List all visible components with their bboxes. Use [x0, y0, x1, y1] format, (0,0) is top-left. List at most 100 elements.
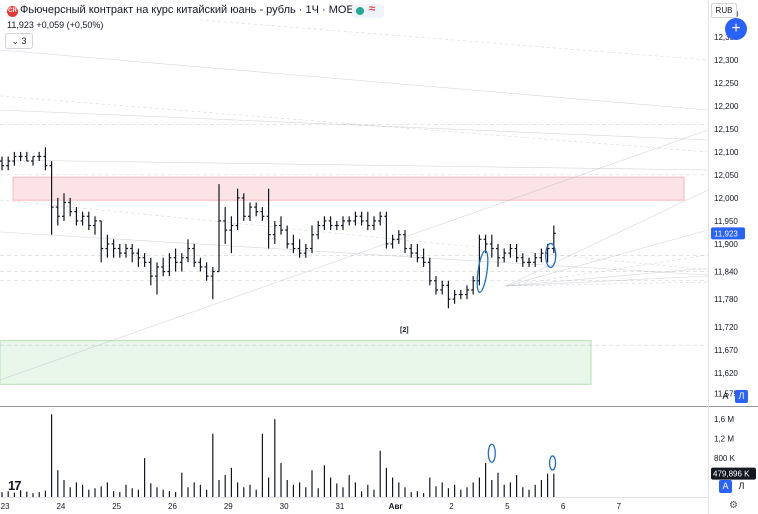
ohlc-bar — [527, 257, 531, 267]
indicator-count: 3 — [21, 36, 27, 46]
price-tick-label: 12,350 — [714, 33, 739, 42]
ohlc-bar — [260, 207, 265, 221]
ohlc-bar — [502, 248, 507, 263]
time-tick-label: 25 — [112, 502, 121, 511]
price-log-scale-button[interactable]: Л — [735, 390, 748, 403]
ohlc-bar — [291, 234, 296, 254]
price-tick-label: 11,950 — [714, 217, 738, 226]
last-volume-marker — [711, 467, 756, 480]
gear-icon[interactable]: ⚙ — [729, 500, 738, 511]
trend-line — [0, 49, 709, 111]
volume-tick-label: 1,2 M — [714, 435, 734, 444]
ohlc-bar — [136, 248, 141, 267]
trend-line — [505, 281, 709, 287]
price-auto-scale-button[interactable]: A — [722, 391, 729, 401]
ohlc-bar — [285, 225, 290, 249]
price-tick-label: 11,900 — [714, 240, 738, 249]
ohlc-bar — [62, 193, 66, 221]
ohlc-bar — [155, 262, 159, 295]
ohlc-bar — [322, 216, 327, 231]
last-price-marker — [711, 227, 745, 240]
time-tick-label: 31 — [335, 502, 344, 511]
ohlc-bar — [248, 202, 252, 221]
ohlc-bar — [204, 262, 209, 281]
price-tick-label: 12,150 — [714, 125, 739, 134]
ohlc-bar — [508, 243, 513, 258]
trend-line — [505, 267, 709, 287]
ohlc-bar — [179, 253, 184, 272]
ohlc-bar — [55, 197, 60, 226]
ohlc-bar — [0, 156, 4, 171]
ohlc-bar — [279, 216, 283, 235]
price-tick-label: 12,300 — [714, 56, 739, 65]
ohlc-bar — [18, 151, 23, 162]
resistance-zone — [12, 176, 685, 201]
time-tick-label: 2 — [449, 502, 454, 511]
ohlc-bar — [142, 253, 147, 267]
ohlc-bar — [235, 188, 240, 231]
ohlc-bar — [390, 234, 395, 249]
ohlc-bar — [130, 243, 135, 263]
ohlc-bar — [452, 289, 457, 304]
support-zone — [0, 340, 592, 385]
price-tick-label: 11,720 — [714, 323, 738, 332]
ohlc-bar — [124, 243, 128, 258]
ohlc-bar — [161, 257, 166, 277]
ohlc-bar — [254, 202, 259, 217]
ohlc-bar — [186, 239, 190, 263]
price-tick-label: 11,840 — [714, 268, 738, 277]
ohlc-bar — [24, 151, 29, 162]
trend-line — [505, 254, 709, 287]
time-tick-label: Авг — [389, 502, 404, 511]
price-tick-label: 11,575 — [714, 389, 738, 398]
hand-drawn-ellipse — [548, 455, 557, 471]
hand-drawn-ellipse — [487, 443, 496, 463]
volume-tick-label: 800 K — [714, 454, 736, 463]
ohlc-bar — [403, 230, 407, 254]
symbol-badge[interactable]: CR — [7, 6, 18, 17]
volume-tick-label: 1,6 M — [714, 415, 734, 424]
ohlc-bar — [86, 211, 91, 231]
price-tick-label: 11,670 — [714, 346, 738, 355]
volume-auto-scale-button[interactable]: A — [719, 480, 732, 493]
currency-button[interactable]: RUB — [711, 3, 737, 18]
ohlc-bar — [496, 243, 500, 267]
ohlc-bar — [427, 257, 432, 286]
ohlc-bar — [297, 239, 302, 258]
ohlc-bar — [111, 239, 116, 258]
ohlc-bar — [434, 276, 438, 295]
ohlc-bar — [378, 211, 383, 226]
price-tick-label: 11,780 — [714, 295, 738, 304]
ohlc-bar — [334, 220, 339, 231]
ohlc-bar — [148, 257, 153, 286]
hand-drawn-ellipse — [545, 242, 557, 269]
ohlc-bar — [167, 253, 172, 277]
add-plus-button[interactable]: + — [725, 18, 747, 40]
trend-line — [0, 199, 709, 271]
ohlc-bar — [217, 184, 221, 273]
annotation-label: [2] — [400, 327, 409, 334]
ohlc-bar — [533, 253, 538, 267]
ohlc-bar — [93, 216, 97, 235]
ohlc-bar — [539, 248, 544, 263]
tradingview-logo[interactable]: 17 — [8, 478, 22, 493]
status-indicators[interactable]: ≈ — [352, 3, 384, 18]
ohlc-bar — [440, 280, 445, 295]
ohlc-bar — [303, 243, 308, 258]
chart-title[interactable]: Фьючерсный контракт на курс китайский юа… — [20, 4, 362, 16]
time-tick-label: 7 — [617, 502, 622, 511]
ohlc-bar — [347, 216, 352, 226]
volume-log-scale-button[interactable]: Л — [738, 481, 745, 491]
chevron-down-icon: ⌄ — [11, 36, 19, 46]
ohlc-bar — [310, 225, 314, 254]
ohlc-bar — [80, 211, 85, 226]
ohlc-bar — [421, 248, 426, 267]
ohlc-bar — [365, 211, 370, 231]
price-tick-label: 12,050 — [714, 171, 739, 180]
ohlc-bar — [341, 216, 345, 231]
ohlc-bar — [74, 207, 79, 226]
ohlc-bar — [198, 257, 203, 272]
indicators-toggle[interactable]: ⌄ 3 — [5, 33, 33, 49]
chart-header: CR Фьючерсный контракт на курс китайский… — [0, 0, 708, 50]
